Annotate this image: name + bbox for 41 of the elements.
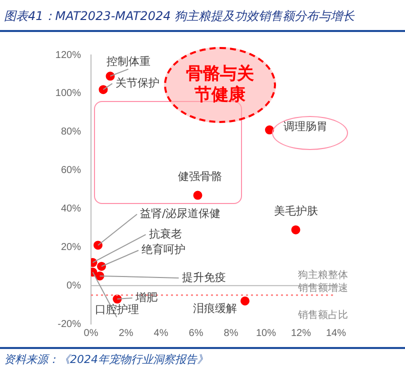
x-tick-label: 14% — [326, 328, 346, 339]
annotation: 控制体重 — [106, 54, 150, 68]
x-axis-title: 销售额占比 — [298, 308, 348, 322]
point — [291, 225, 300, 234]
point — [240, 296, 250, 306]
point — [95, 271, 104, 280]
annotation: 绝育呵护 — [142, 243, 186, 256]
chart-title: 图表41：MAT2023-MAT2024 狗主粮提及功效销售额分布与增长 — [4, 8, 355, 25]
y-tick-label: 20% — [60, 242, 82, 253]
annotation: 口腔护理 — [94, 302, 139, 316]
annotation: 抗衰老 — [148, 227, 182, 240]
y-tick-label: 120% — [55, 50, 82, 61]
annotation: 增肥 — [134, 290, 158, 304]
x-tick-label: 8% — [224, 328, 238, 339]
point — [94, 240, 102, 250]
y-tick-label: 60% — [60, 165, 82, 176]
annotation: 骨骼与关节健康 — [164, 47, 276, 123]
x-tick-label: 6% — [188, 328, 204, 339]
annotation: 提升免疫 — [182, 270, 226, 284]
point — [98, 85, 108, 94]
ref-line-label: 狗主粮整体销售额增速 — [298, 269, 349, 296]
y-tick-label: 100% — [55, 88, 82, 100]
y-tick-label: -20% — [58, 318, 82, 330]
text: 资料来源：《2024年宠物行业洞察报告》 — [4, 352, 208, 367]
point — [97, 262, 106, 271]
annotation: 健强骨骼 — [178, 170, 222, 184]
annotation: 益肾/泌尿道保健 — [140, 207, 221, 220]
point — [106, 72, 115, 81]
y-tick-label: 40% — [60, 203, 82, 214]
x-tick-label: 10% — [256, 328, 276, 339]
annotation: 美毛护肤 — [274, 204, 318, 218]
y-tick-label: 80% — [60, 126, 82, 138]
point — [193, 190, 202, 200]
annotation: 关节保护 — [115, 76, 160, 90]
y-tick-label: 0% — [66, 280, 82, 292]
x-tick-label: 0% — [84, 328, 98, 339]
annotation: 泪痕缓解 — [193, 302, 237, 315]
x-tick-label: 12% — [290, 328, 312, 339]
annotation: 调理肠胃 — [284, 120, 328, 133]
x-tick-label: 2% — [118, 328, 134, 339]
x-tick-label: 4% — [154, 328, 168, 339]
